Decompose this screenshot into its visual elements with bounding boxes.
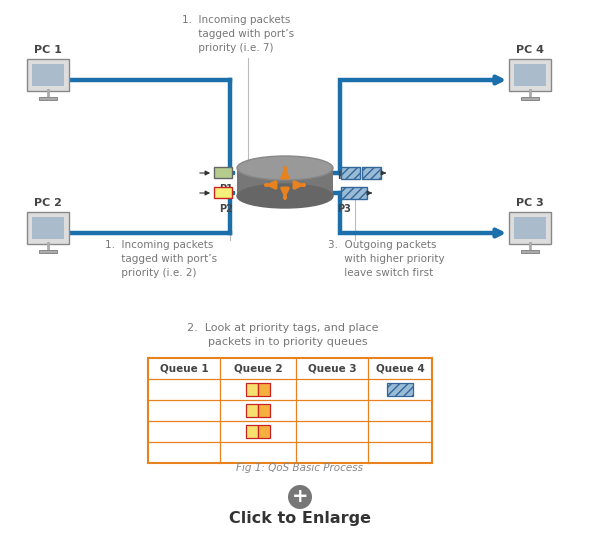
FancyBboxPatch shape [521, 97, 539, 100]
Text: Queue 3: Queue 3 [308, 363, 356, 373]
Circle shape [288, 485, 312, 509]
Text: Queue 4: Queue 4 [376, 363, 424, 373]
FancyBboxPatch shape [246, 404, 258, 417]
FancyBboxPatch shape [39, 97, 57, 100]
Text: 2.  Look at priority tags, and place
      packets in to priority queues: 2. Look at priority tags, and place pack… [187, 323, 379, 348]
Ellipse shape [237, 156, 333, 180]
Ellipse shape [237, 184, 333, 208]
FancyBboxPatch shape [387, 383, 413, 396]
FancyBboxPatch shape [27, 59, 69, 91]
FancyBboxPatch shape [39, 250, 57, 253]
FancyBboxPatch shape [341, 187, 367, 199]
FancyBboxPatch shape [246, 383, 258, 396]
Text: 1.  Incoming packets
     tagged with port’s
     priority (i.e. 7): 1. Incoming packets tagged with port’s p… [182, 15, 294, 53]
Text: Fig 1: QoS Basic Process: Fig 1: QoS Basic Process [236, 463, 364, 473]
FancyBboxPatch shape [258, 383, 270, 396]
Text: 3.  Outgoing packets
     with higher priority
     leave switch first: 3. Outgoing packets with higher priority… [328, 240, 445, 278]
Text: Queue 1: Queue 1 [160, 363, 208, 373]
Text: PC 2: PC 2 [34, 198, 62, 208]
Text: +: + [292, 488, 308, 507]
FancyBboxPatch shape [509, 59, 551, 91]
FancyBboxPatch shape [514, 217, 546, 239]
FancyBboxPatch shape [32, 64, 64, 86]
FancyBboxPatch shape [521, 250, 539, 253]
Text: PC 1: PC 1 [34, 45, 62, 55]
FancyBboxPatch shape [237, 168, 333, 196]
FancyBboxPatch shape [258, 425, 270, 438]
Text: Queue 2: Queue 2 [233, 363, 283, 373]
FancyBboxPatch shape [214, 187, 232, 198]
Text: 1.  Incoming packets
     tagged with port’s
     priority (i.e. 2): 1. Incoming packets tagged with port’s p… [105, 240, 217, 278]
FancyBboxPatch shape [514, 64, 546, 86]
FancyBboxPatch shape [362, 167, 381, 179]
Text: Click to Enlarge: Click to Enlarge [229, 512, 371, 526]
Text: P1: P1 [219, 184, 233, 194]
Text: P4: P4 [337, 171, 351, 181]
FancyBboxPatch shape [341, 167, 360, 179]
FancyBboxPatch shape [27, 212, 69, 244]
FancyBboxPatch shape [509, 212, 551, 244]
FancyBboxPatch shape [246, 425, 258, 438]
Text: PC 4: PC 4 [516, 45, 544, 55]
FancyBboxPatch shape [32, 217, 64, 239]
FancyBboxPatch shape [258, 404, 270, 417]
Text: PC 3: PC 3 [516, 198, 544, 208]
Text: P3: P3 [337, 204, 351, 214]
FancyBboxPatch shape [214, 167, 232, 178]
Text: P2: P2 [219, 204, 233, 214]
FancyBboxPatch shape [148, 358, 432, 463]
